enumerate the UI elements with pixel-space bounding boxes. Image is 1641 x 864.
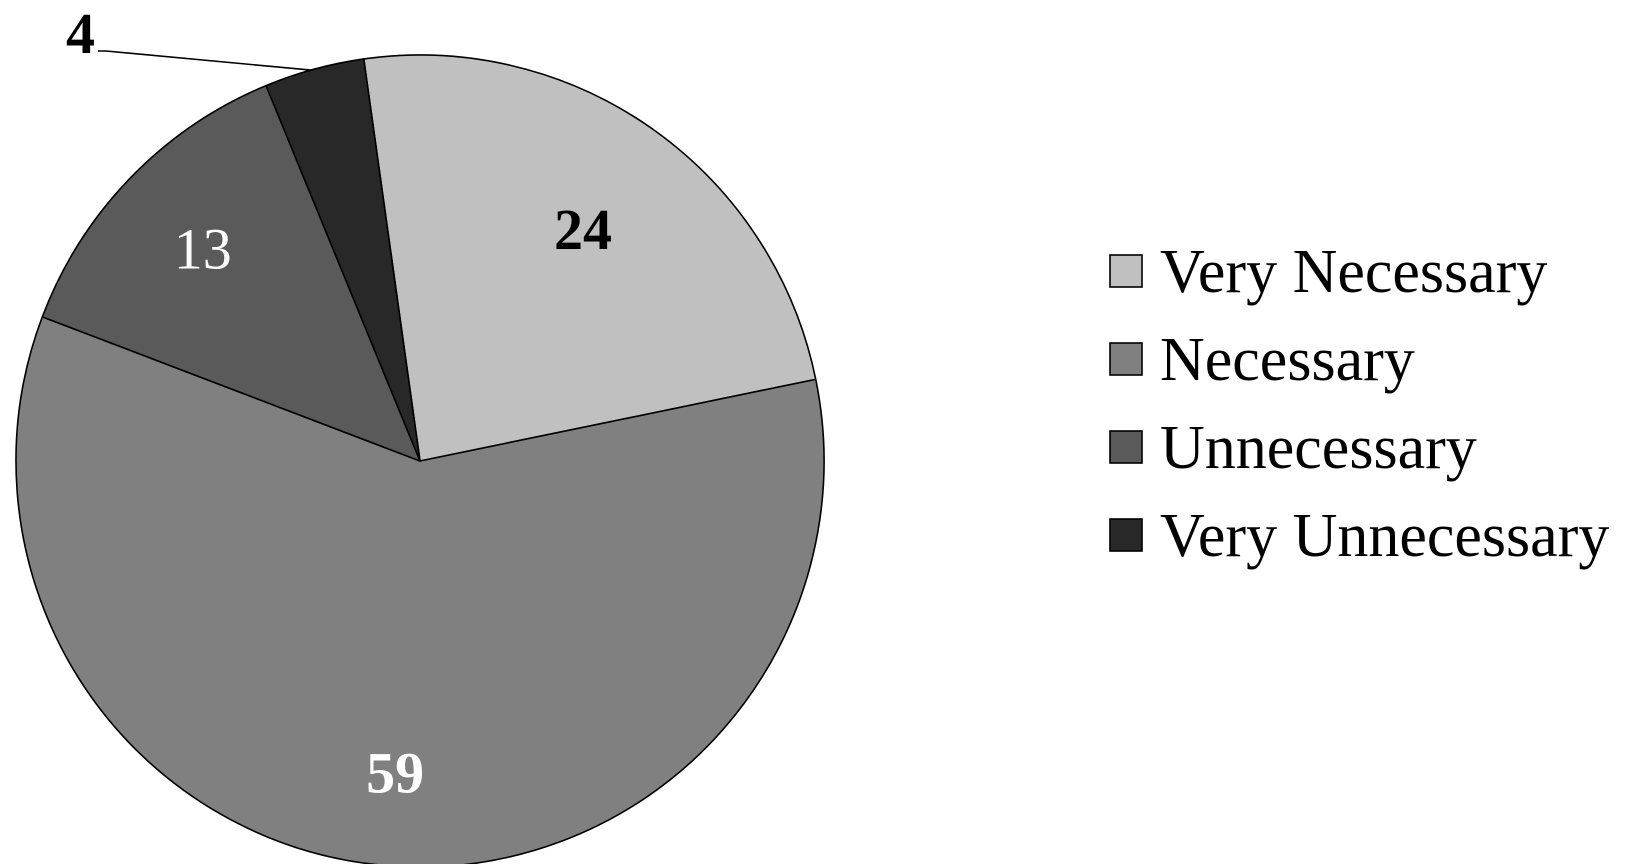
legend-label-very-unnecessary: Very Unnecessary (1160, 502, 1609, 570)
legend: Very Necessary Necessary Unnecessary Very U… (1109, 238, 1609, 570)
pie-data-labels: 24 59 13 4 (66, 1, 612, 806)
pie-slice-very-necessary (362, 54, 817, 462)
data-label-very-necessary: 24 (554, 197, 612, 262)
legend-label-unnecessary: Unnecessary (1160, 414, 1477, 482)
pie-slices (15, 54, 825, 864)
data-label-necessary: 59 (366, 741, 424, 806)
leader-line-very-unnecessary (98, 50, 313, 71)
pie-slice-necessary (15, 316, 825, 864)
data-label-very-unnecessary: 4 (66, 1, 95, 66)
pie-slice-very-unnecessary (265, 58, 421, 462)
legend-swatch-necessary (1109, 342, 1143, 376)
legend-swatch-unnecessary (1109, 430, 1143, 464)
legend-swatch-very-necessary (1109, 254, 1143, 288)
data-label-unnecessary: 13 (174, 217, 232, 282)
pie-slice-unnecessary (41, 84, 421, 462)
legend-swatch-very-unnecessary (1109, 518, 1143, 552)
legend-label-very-necessary: Very Necessary (1160, 238, 1547, 306)
legend-label-necessary: Necessary (1160, 326, 1415, 394)
